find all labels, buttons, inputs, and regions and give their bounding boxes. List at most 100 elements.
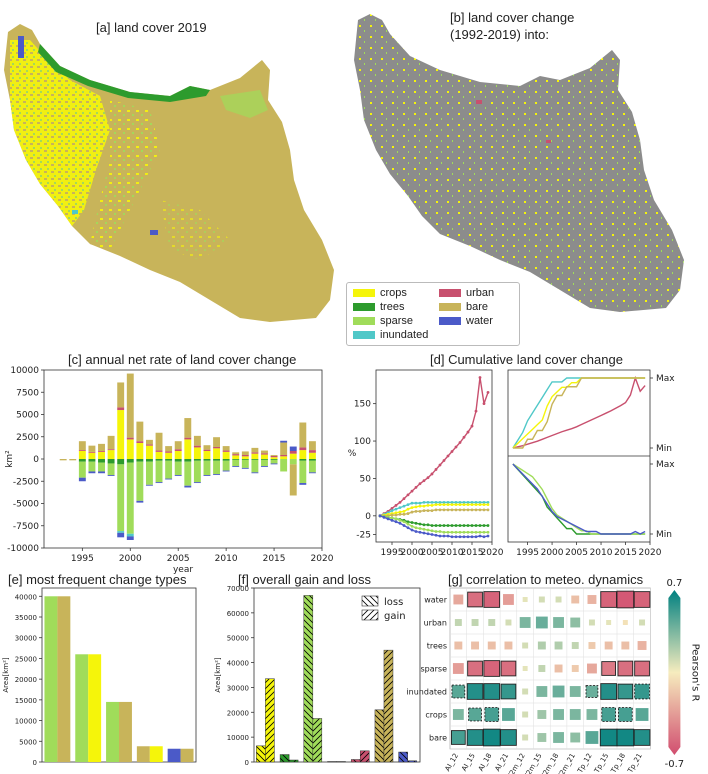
bar-segment-crops xyxy=(117,410,125,459)
point-urban xyxy=(446,454,450,458)
row-label-sparse: sparse xyxy=(420,665,447,674)
point-crops xyxy=(454,503,458,507)
heatmap-cell xyxy=(535,616,548,629)
bar-segment-trees xyxy=(213,459,221,461)
heatmap-cell xyxy=(453,594,464,605)
heatmap-cell xyxy=(601,661,616,676)
heatmap-cell xyxy=(538,665,546,672)
point-urban xyxy=(398,500,402,504)
y-tick-label: 15000 xyxy=(15,697,37,705)
point-urban xyxy=(406,493,410,497)
bar-segment-sparse xyxy=(261,459,268,467)
heatmap-cell xyxy=(522,688,529,695)
heatmap-cell xyxy=(537,710,547,719)
point-crops xyxy=(474,503,478,507)
point-water xyxy=(458,535,462,539)
col-label-Tp_18: Tp_18 xyxy=(609,752,627,774)
bar-segment-urban xyxy=(270,455,278,458)
legend-label-sparse: sparse xyxy=(380,315,414,327)
heatmap-cell xyxy=(451,730,466,745)
x-tick-label: 2000 xyxy=(119,554,142,564)
bar-segment-urban xyxy=(251,452,259,454)
panel-g-title: [g] correlation to meteo. dynamics xyxy=(448,572,644,587)
bar-segment-sparse xyxy=(280,459,288,472)
heatmap-cell xyxy=(452,709,464,720)
heatmap-cell xyxy=(571,595,580,604)
panel-c-title: [c] annual net rate of land cover change xyxy=(68,352,297,367)
point-inundated xyxy=(394,507,398,511)
iran-change-map xyxy=(354,14,684,312)
point-bare xyxy=(414,509,418,513)
panel-a-map-land-cover: [a] land cover 2019 xyxy=(0,0,346,345)
point-crops xyxy=(446,503,450,507)
point-sparse xyxy=(418,527,422,530)
bar-segment-water xyxy=(126,536,134,540)
bar-segment-water xyxy=(280,440,288,443)
bar-segment-bare xyxy=(280,442,288,455)
bar-segment-crops xyxy=(155,451,163,459)
y-axis-label: Area[km²] xyxy=(214,657,222,693)
point-water xyxy=(478,534,482,538)
bar-segment-trees xyxy=(155,459,163,461)
point-bare xyxy=(434,508,438,512)
x-tick-label: 1995 xyxy=(71,554,94,564)
point-inundated xyxy=(474,500,478,504)
bar-segment-bare xyxy=(59,459,67,461)
bar-hatch-gain-sparse xyxy=(312,718,323,763)
inset-x-tick-label: 2020 xyxy=(639,548,662,558)
bar-segment-trees xyxy=(145,459,153,462)
colorbar-label: Pearson's R xyxy=(689,644,700,702)
legend-swatch-inundated xyxy=(353,331,375,339)
point-crops xyxy=(462,503,466,507)
bar-segment-bare xyxy=(98,443,105,451)
point-urban xyxy=(454,445,458,449)
legend-item-sparse: sparse xyxy=(353,315,413,327)
point-bare xyxy=(406,512,410,515)
row-label-water: water xyxy=(424,596,448,605)
heatmap-cell xyxy=(601,707,616,722)
point-crops xyxy=(482,503,486,507)
point-water xyxy=(438,534,442,538)
colorbar xyxy=(668,590,681,755)
bar-segment-sparse xyxy=(136,461,144,501)
legend-label-bare: bare xyxy=(466,301,489,313)
point-inundated xyxy=(442,500,446,504)
heatmap-cell xyxy=(466,683,484,700)
point-sparse xyxy=(398,518,402,522)
y-tick-label: 60000 xyxy=(227,610,249,618)
bar-from-sparse xyxy=(75,654,89,762)
bar-segment-trees xyxy=(165,459,173,461)
land-cover-legend: crops urban trees bare sparse water inun… xyxy=(346,282,520,346)
iran-land-cover-map xyxy=(4,24,334,322)
legend-swatch-sparse xyxy=(353,317,375,325)
heatmap-cell xyxy=(482,728,501,747)
bar-segment-urban xyxy=(145,444,153,446)
heatmap-cell xyxy=(454,641,463,650)
legend-item-trees: trees xyxy=(353,301,404,313)
y-tick-label: 150 xyxy=(354,400,371,410)
bar-segment-bare xyxy=(88,445,96,452)
x-tick-label: 2015 xyxy=(263,554,286,564)
bar-segment-crops xyxy=(251,453,259,459)
point-bare xyxy=(390,513,394,517)
point-sparse xyxy=(410,524,414,528)
point-bare xyxy=(482,508,486,512)
heatmap-cell xyxy=(569,709,581,720)
heatmap-cell xyxy=(487,641,496,650)
row-label-crops: crops xyxy=(425,711,447,720)
point-water xyxy=(402,524,406,527)
y-tick-label: 50 xyxy=(360,474,372,484)
heatmap-cell xyxy=(600,683,617,700)
heatmap-cell xyxy=(617,683,634,700)
legend-item-crops: crops xyxy=(353,287,407,299)
bar-segment-urban xyxy=(117,407,125,411)
heatmap-cell xyxy=(468,707,482,722)
bar-hatch-loss-water xyxy=(398,751,408,763)
heatmap-cell xyxy=(617,660,634,677)
point-bare xyxy=(454,508,458,512)
heatmap-cell xyxy=(452,663,464,674)
bar-segment-sparse xyxy=(203,460,211,476)
bar-to-crops xyxy=(88,654,102,762)
col-label-Tp_15: Tp_15 xyxy=(592,752,610,774)
y-tick-label: 5000 xyxy=(16,411,39,421)
